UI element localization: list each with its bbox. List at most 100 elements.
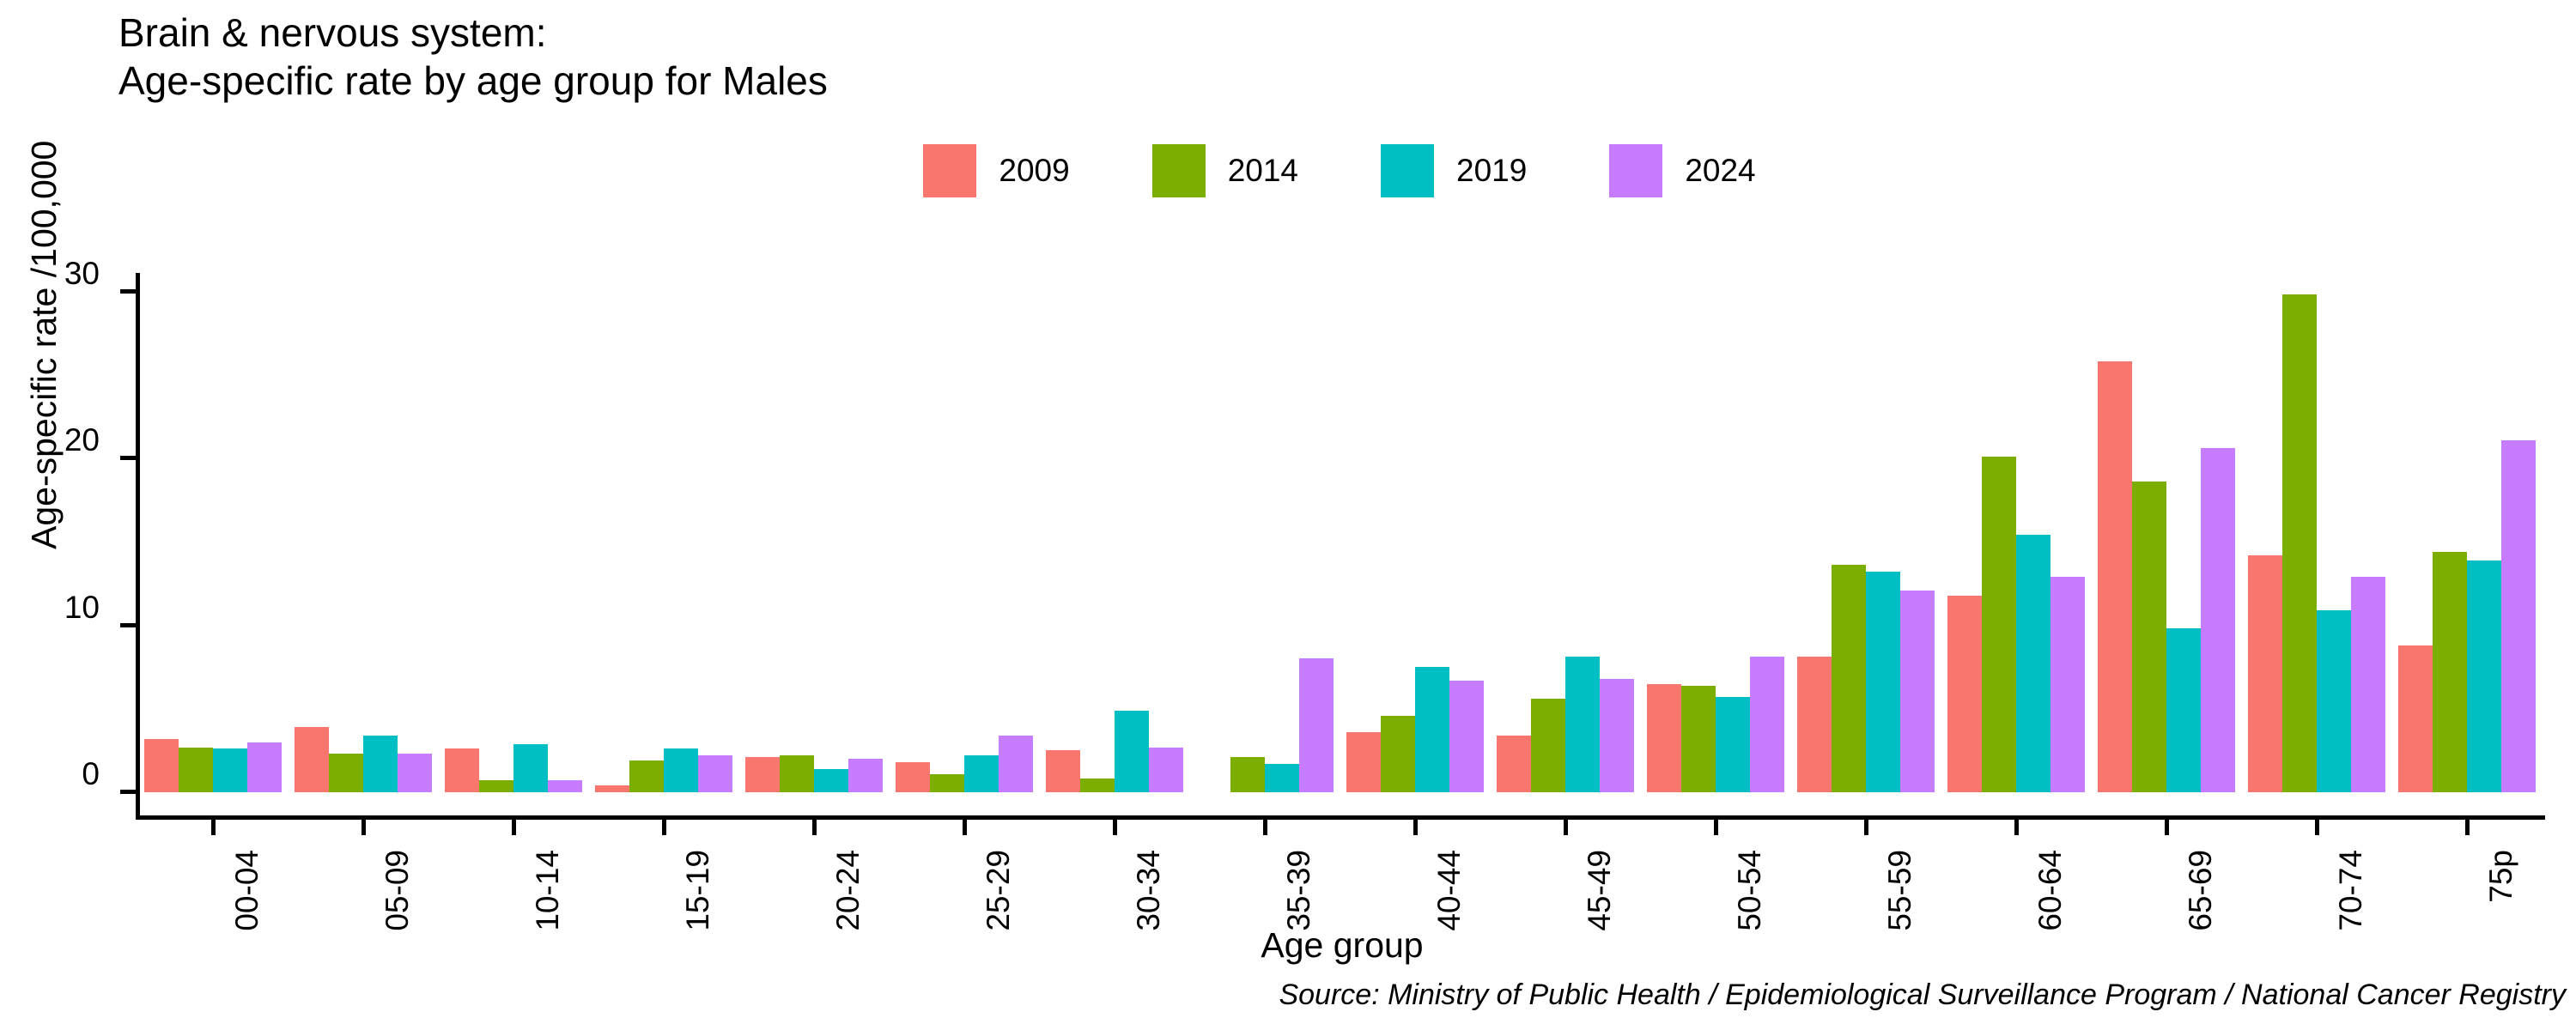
bar-00-04-2019 xyxy=(213,748,247,792)
bar-45-49-2009 xyxy=(1497,735,1531,792)
bar-05-09-2019 xyxy=(363,735,398,792)
bar-70-74-2019 xyxy=(2317,610,2351,792)
x-axis-tick-label: 40-44 xyxy=(1431,850,1467,931)
bar-40-44-2009 xyxy=(1346,731,1381,792)
x-axis-tick xyxy=(512,820,516,835)
bar-60-64-2014 xyxy=(1982,457,2016,792)
bar-50-54-2009 xyxy=(1647,683,1681,792)
y-axis-tick xyxy=(120,790,136,794)
bar-05-09-2009 xyxy=(295,727,329,792)
bar-25-29-2019 xyxy=(964,755,999,792)
bar-55-59-2014 xyxy=(1832,565,1866,792)
x-axis-title: Age group xyxy=(1261,925,1424,965)
bar-70-74-2009 xyxy=(2248,554,2282,792)
bar-00-04-2024 xyxy=(247,742,282,792)
bar-10-14-2019 xyxy=(513,743,548,792)
x-axis-tick-label: 10-14 xyxy=(530,850,565,931)
y-axis-title: Age-specific rate /100,000 xyxy=(24,140,64,549)
bar-20-24-2024 xyxy=(848,759,883,792)
bar-65-69-2019 xyxy=(2166,628,2201,792)
x-axis-tick xyxy=(812,820,817,835)
legend-item-2024: 2024 xyxy=(1609,144,1756,197)
x-axis-tick xyxy=(1413,820,1418,835)
bar-40-44-2024 xyxy=(1449,680,1484,792)
bar-25-29-2009 xyxy=(896,762,930,792)
legend-swatch-2019 xyxy=(1381,144,1434,197)
bar-45-49-2019 xyxy=(1565,657,1600,792)
bar-15-19-2024 xyxy=(698,755,732,792)
x-axis-tick xyxy=(1113,820,1117,835)
bar-75p-2009 xyxy=(2398,645,2433,792)
bar-60-64-2019 xyxy=(2016,535,2050,792)
bar-35-39-2024 xyxy=(1299,658,1334,792)
x-axis-tick xyxy=(662,820,666,835)
bar-60-64-2009 xyxy=(1947,595,1982,792)
legend-label: 2014 xyxy=(1227,153,1298,188)
x-axis-tick xyxy=(1864,820,1868,835)
bar-40-44-2014 xyxy=(1381,715,1415,792)
x-axis-tick xyxy=(2315,820,2319,835)
x-axis-tick xyxy=(1263,820,1267,835)
x-axis-tick-label: 00-04 xyxy=(229,850,264,931)
y-axis-tick-label: 10 xyxy=(64,589,100,625)
x-axis-tick-label: 05-09 xyxy=(380,850,415,931)
bar-20-24-2019 xyxy=(814,768,848,792)
bar-55-59-2024 xyxy=(1900,590,1935,792)
bar-50-54-2024 xyxy=(1750,657,1784,792)
bar-05-09-2014 xyxy=(329,754,363,792)
legend-item-2009: 2009 xyxy=(923,144,1070,197)
x-axis-tick-label: 35-39 xyxy=(1281,850,1316,931)
legend-swatch-2009 xyxy=(923,144,977,197)
x-axis-tick-label: 25-29 xyxy=(981,850,1016,931)
bar-10-14-2009 xyxy=(445,748,479,792)
bar-60-64-2024 xyxy=(2050,577,2085,792)
y-axis-tick xyxy=(120,622,136,627)
bar-45-49-2014 xyxy=(1531,699,1565,792)
bar-30-34-2009 xyxy=(1046,750,1080,792)
bar-15-19-2009 xyxy=(595,785,629,792)
x-axis-tick xyxy=(1714,820,1718,835)
bar-70-74-2014 xyxy=(2282,294,2317,792)
legend-swatch-2024 xyxy=(1609,144,1663,197)
bar-00-04-2014 xyxy=(179,747,213,792)
bar-20-24-2014 xyxy=(780,755,814,792)
x-axis-tick xyxy=(2465,820,2470,835)
x-axis-tick-label: 55-59 xyxy=(1882,850,1917,931)
bar-50-54-2019 xyxy=(1716,697,1750,792)
x-axis-tick xyxy=(2165,820,2169,835)
bar-40-44-2019 xyxy=(1415,667,1449,792)
y-axis-tick xyxy=(120,456,136,460)
legend-item-2014: 2014 xyxy=(1151,144,1298,197)
bar-15-19-2014 xyxy=(629,760,664,792)
legend-label: 2009 xyxy=(999,153,1070,188)
source-note: Source: Ministry of Public Health / Epid… xyxy=(1279,978,2566,1011)
x-axis-tick-label: 30-34 xyxy=(1131,850,1166,931)
x-axis-tick xyxy=(211,820,216,835)
bar-55-59-2009 xyxy=(1797,657,1832,792)
bar-75p-2019 xyxy=(2467,560,2501,792)
bar-75p-2014 xyxy=(2433,551,2467,792)
legend-swatch-2014 xyxy=(1151,144,1206,197)
y-axis-tick xyxy=(120,288,136,294)
x-axis-tick xyxy=(361,820,366,835)
legend-label: 2019 xyxy=(1456,153,1528,188)
x-axis-tick xyxy=(1564,820,1568,835)
bar-30-34-2014 xyxy=(1080,779,1115,792)
bar-65-69-2014 xyxy=(2132,482,2166,792)
bar-55-59-2019 xyxy=(1866,572,1900,792)
bar-65-69-2009 xyxy=(2098,361,2132,792)
plot-panel: 0 10 20 30 00-04 05-09 10-14 15-19 20-24 25-29 30-… xyxy=(64,256,2545,931)
x-axis-tick xyxy=(963,820,967,835)
x-axis-tick xyxy=(2014,820,2019,835)
bar-05-09-2024 xyxy=(398,754,432,792)
x-axis-tick-label: 65-69 xyxy=(2183,850,2218,931)
legend-item-2019: 2019 xyxy=(1381,144,1527,197)
bar-65-69-2024 xyxy=(2201,448,2235,792)
bar-30-34-2024 xyxy=(1149,747,1183,792)
bar-10-14-2014 xyxy=(479,780,513,792)
y-axis-tick-label: 0 xyxy=(82,756,100,791)
bar-10-14-2024 xyxy=(548,780,582,792)
bar-35-39-2019 xyxy=(1265,763,1299,792)
bar-75p-2024 xyxy=(2501,439,2536,792)
bar-20-24-2009 xyxy=(745,757,780,792)
